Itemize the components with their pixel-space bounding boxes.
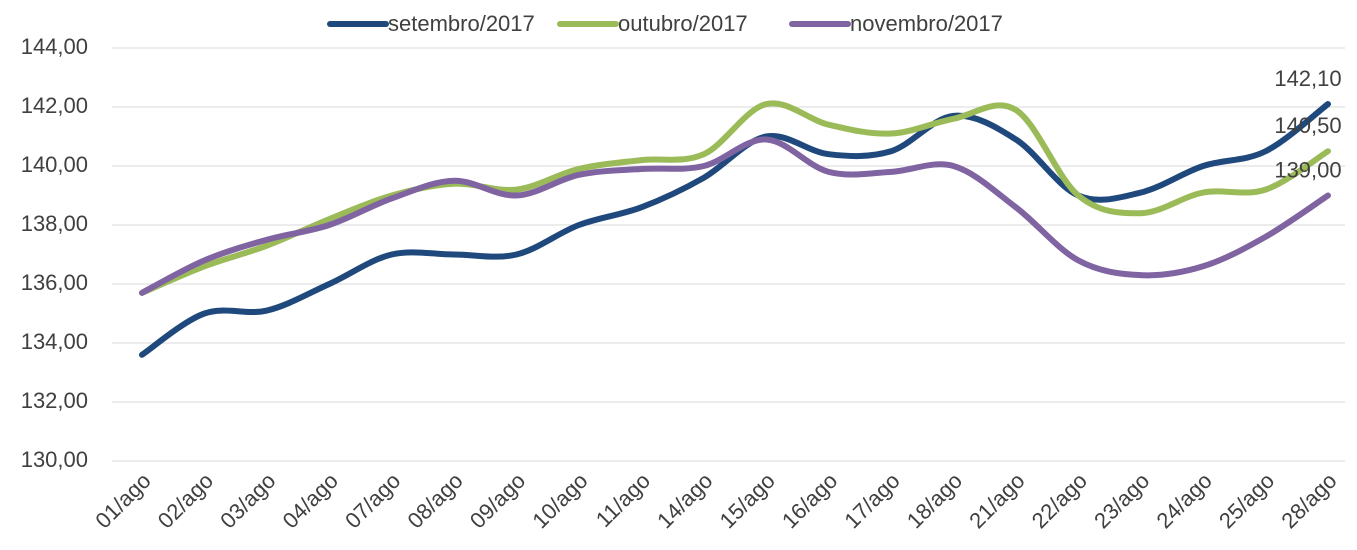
- y-tick-label: 144,00: [21, 34, 88, 59]
- series-line: [139, 136, 1331, 296]
- series-line: [139, 100, 1331, 296]
- x-tick-label: 16/ago: [777, 468, 842, 533]
- x-tick-label: 22/ago: [1027, 468, 1092, 533]
- x-tick-label: 09/ago: [465, 468, 530, 533]
- y-tick-label: 134,00: [21, 329, 88, 354]
- x-tick-label: 03/ago: [215, 468, 280, 533]
- x-tick-label: 18/ago: [902, 468, 967, 533]
- x-tick-label: 21/ago: [964, 468, 1029, 533]
- legend-label: setembro/2017: [388, 11, 535, 36]
- x-tick-label: 24/ago: [1152, 468, 1217, 533]
- x-tick-label: 04/ago: [278, 468, 343, 533]
- data-label: 142,10: [1274, 66, 1341, 91]
- x-tick-label: 25/ago: [1214, 468, 1279, 533]
- y-tick-label: 140,00: [21, 152, 88, 177]
- x-tick-label: 28/ago: [1276, 468, 1341, 533]
- x-tick-label: 15/ago: [715, 468, 780, 533]
- x-tick-label: 01/ago: [90, 468, 155, 533]
- y-tick-label: 132,00: [21, 388, 88, 413]
- x-tick-label: 10/ago: [527, 468, 592, 533]
- x-tick-label: 23/ago: [1089, 468, 1154, 533]
- legend-label: novembro/2017: [850, 11, 1003, 36]
- x-tick-label: 08/ago: [402, 468, 467, 533]
- y-tick-label: 138,00: [21, 211, 88, 236]
- data-label: 140,50: [1274, 113, 1341, 138]
- y-tick-label: 130,00: [21, 447, 88, 472]
- legend-label: outubro/2017: [618, 11, 748, 36]
- x-tick-label: 02/ago: [153, 468, 218, 533]
- data-label: 139,00: [1274, 157, 1341, 182]
- y-tick-label: 142,00: [21, 93, 88, 118]
- x-tick-label: 11/ago: [591, 468, 655, 532]
- y-tick-label: 136,00: [21, 270, 88, 295]
- x-tick-label: 14/ago: [652, 468, 717, 533]
- x-tick-label: 17/ago: [839, 468, 904, 533]
- x-tick-label: 07/ago: [340, 468, 405, 533]
